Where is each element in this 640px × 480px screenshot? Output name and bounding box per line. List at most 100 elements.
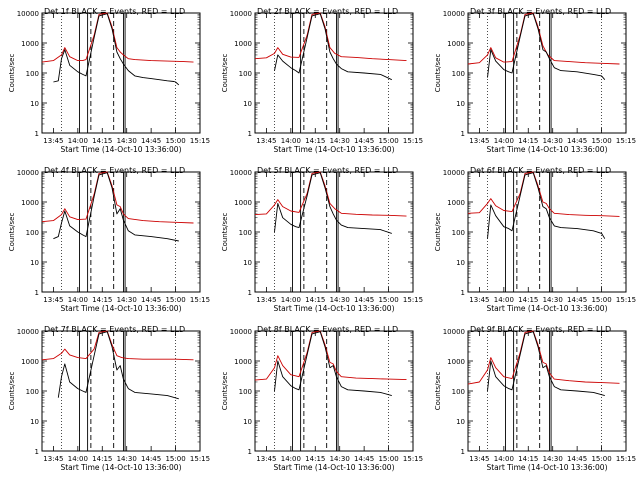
y-axis-label: Counts/sec [8,372,16,411]
x-tick-label: 14:45 [354,455,374,463]
y-tick-label: 10000 [17,10,39,18]
panel-title: Det 3f BLACK = Events, RED = LLD [470,7,611,16]
y-axis-label: Counts/sec [221,213,229,252]
y-tick-label: 10000 [17,169,39,177]
x-tick-label: 15:00 [378,455,398,463]
events-series-line [274,13,392,81]
lld-series-line [467,12,620,65]
x-tick-label: 13:45 [256,296,276,304]
x-tick-label: 15:00 [591,296,611,304]
x-tick-label: 14:00 [68,455,88,463]
x-tick-label: 14:15 [92,455,112,463]
y-tick-label: 1 [248,289,252,297]
x-axis-label: Start Time (14-Oct-10 13:36:00) [486,145,607,154]
plot-frame [467,330,627,452]
x-tick-label: 14:15 [518,137,538,145]
y-tick-label: 1000 [21,199,39,207]
x-tick-label: 14:45 [567,296,587,304]
x-tick-label: 14:15 [305,137,325,145]
x-tick-label: 15:00 [378,296,398,304]
y-tick-label: 10 [456,418,465,426]
x-tick-label: 14:15 [518,296,538,304]
panel-title: Det 1f BLACK = Events, RED = LLD [44,7,185,16]
panel-title: Det 9f BLACK = Events, RED = LLD [470,325,611,334]
x-tick-label: 14:00 [494,455,514,463]
x-tick-label: 15:15 [616,455,636,463]
events-series-line [274,172,392,234]
y-tick-label: 1 [461,289,465,297]
y-tick-label: 100 [26,229,39,237]
x-tick-label: 14:45 [141,455,161,463]
y-tick-label: 1 [461,448,465,456]
x-axis-label: Start Time (14-Oct-10 13:36:00) [60,304,181,313]
x-tick-label: 15:15 [190,137,210,145]
events-series-line [487,172,606,239]
x-tick-label: 14:30 [330,137,350,145]
y-tick-label: 10000 [443,10,465,18]
x-tick-label: 14:15 [305,296,325,304]
x-tick-label: 14:30 [117,137,137,145]
y-tick-label: 1000 [234,199,252,207]
y-tick-label: 1000 [447,40,465,48]
x-tick-label: 15:15 [403,296,423,304]
x-tick-label: 14:30 [543,296,563,304]
panel-title: Det 2f BLACK = Events, RED = LLD [257,7,398,16]
x-tick-label: 14:30 [117,296,137,304]
plot-frame [41,330,201,452]
panel-title: Det 4f BLACK = Events, RED = LLD [44,166,185,175]
x-tick-label: 14:45 [354,296,374,304]
y-tick-label: 10 [456,100,465,108]
x-tick-label: 15:00 [591,455,611,463]
x-tick-label: 14:00 [68,296,88,304]
y-tick-label: 1 [35,289,39,297]
y-tick-label: 100 [239,388,252,396]
y-tick-label: 1000 [234,358,252,366]
y-tick-label: 100 [452,229,465,237]
y-tick-label: 10000 [17,328,39,336]
detector-panel-1: 1 10 100 1000 10000 13:45 14:00 14:15 14:30 14:45… [8,7,210,154]
plot-frame [467,171,627,293]
x-tick-label: 14:00 [494,137,514,145]
x-tick-label: 13:45 [469,296,489,304]
plot-frame [254,12,414,134]
lld-series-line [254,12,407,62]
x-tick-label: 13:45 [43,296,63,304]
x-tick-label: 15:00 [165,296,185,304]
x-tick-label: 14:15 [305,455,325,463]
y-tick-label: 10000 [443,328,465,336]
detector-panel-3: 1 10 100 1000 10000 13:45 14:00 14:15 14:30 14:45… [434,7,636,154]
y-tick-label: 10 [30,418,39,426]
panel-title: Det 6f BLACK = Events, RED = LLD [470,166,611,175]
y-axis-label: Counts/sec [8,54,16,93]
plot-frame [41,171,201,293]
lld-series-line [41,12,194,63]
lld-series-line [41,171,194,224]
y-axis-label: Counts/sec [434,372,442,411]
x-tick-label: 15:15 [190,296,210,304]
x-tick-label: 14:15 [518,455,538,463]
x-tick-label: 15:00 [591,137,611,145]
x-tick-label: 14:45 [141,296,161,304]
plot-frame [254,330,414,452]
detector-panel-6: 1 10 100 1000 10000 13:45 14:00 14:15 14:30 14:45… [434,166,636,313]
detector-panel-8: 1 10 100 1000 10000 13:45 14:00 14:15 14:30 14:45… [221,325,423,472]
x-tick-label: 13:45 [256,455,276,463]
x-tick-label: 14:30 [543,137,563,145]
x-tick-label: 13:45 [43,455,63,463]
x-axis-label: Start Time (14-Oct-10 13:36:00) [60,145,181,154]
x-tick-label: 14:30 [330,296,350,304]
x-tick-label: 15:00 [165,137,185,145]
y-tick-label: 10 [243,418,252,426]
y-axis-label: Counts/sec [434,54,442,93]
y-tick-label: 1 [248,448,252,456]
y-tick-label: 1 [248,130,252,138]
events-series-line [487,13,606,80]
plot-frame [254,171,414,293]
x-axis-label: Start Time (14-Oct-10 13:36:00) [60,463,181,472]
y-tick-label: 1000 [234,40,252,48]
x-tick-label: 14:00 [68,137,88,145]
y-tick-label: 10000 [230,10,252,18]
lld-series-line [254,330,407,381]
x-tick-label: 15:00 [378,137,398,145]
